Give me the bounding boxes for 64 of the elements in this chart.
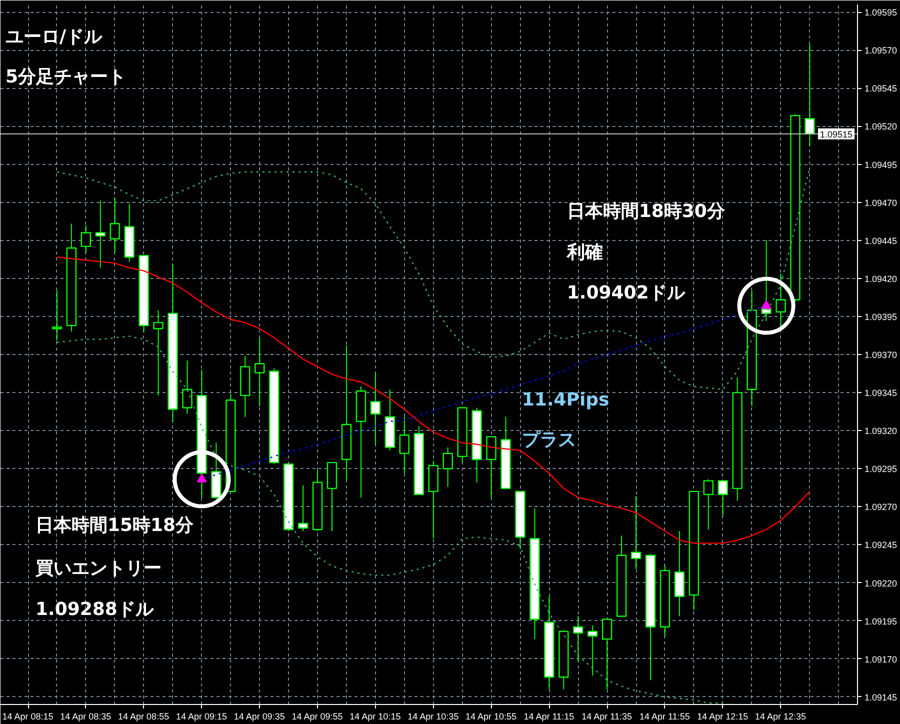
ref-line-label: 1.09515 — [820, 129, 853, 140]
y-tick-label: 1.09595 — [864, 8, 898, 18]
x-tick-label: 14 Apr 09:35 — [234, 712, 285, 722]
x-tick-label: 14 Apr 11:35 — [582, 712, 632, 722]
candlestick — [486, 436, 496, 498]
annotation: 日本時間15時18分 — [35, 515, 195, 536]
x-tick-label: 14 Apr 09:55 — [292, 712, 343, 722]
x-tick-label: 14 Apr 08:15 — [2, 712, 54, 722]
candlestick — [630, 496, 642, 570]
candlestick — [370, 372, 381, 445]
y-tick-label: 1.09495 — [864, 160, 898, 170]
candlestick — [52, 290, 62, 342]
candlestick — [182, 360, 192, 414]
y-tick-label: 1.09170 — [864, 654, 898, 664]
annotation: 11.4Pips — [522, 389, 610, 410]
x-tick-label: 14 Apr 08:55 — [118, 712, 170, 722]
x-tick-label: 14 Apr 10:15 — [350, 712, 401, 722]
annotation: 買いエントリー — [34, 558, 162, 579]
candlestick — [153, 310, 164, 396]
candlestick — [776, 273, 786, 332]
text: 5分足チャート — [5, 66, 126, 88]
candlestick — [110, 197, 120, 254]
x-tick-label: 14 Apr 11:55 — [640, 712, 690, 722]
candlestick — [442, 446, 453, 488]
candlestick — [587, 624, 598, 676]
candlestick — [602, 618, 612, 690]
annotation: 日本時間18時30分 — [566, 200, 726, 222]
annotation: プラス — [522, 429, 576, 450]
y-tick-label: 1.09195 — [864, 616, 898, 626]
annotation: 利確 — [566, 242, 603, 263]
annotation: 1.09288ドル — [35, 598, 154, 620]
x-tick-label: 14 Apr 08:35 — [60, 712, 112, 722]
y-tick-label: 1.09520 — [864, 122, 898, 132]
candlestick — [254, 337, 265, 407]
candlestick — [298, 484, 308, 532]
candlestick — [399, 416, 410, 474]
y-tick-label: 1.09470 — [864, 198, 898, 208]
candlestick — [95, 200, 106, 268]
candlestick — [703, 478, 714, 530]
y-tick-label: 1.09420 — [864, 274, 898, 284]
x-tick-label: 14 Apr 09:15 — [176, 712, 227, 722]
y-tick-label: 1.09320 — [864, 426, 898, 436]
y-tick-label: 1.09370 — [864, 350, 898, 360]
y-tick-label: 1.09270 — [864, 502, 898, 512]
y-tick-label: 1.09145 — [864, 692, 898, 702]
x-tick-label: 14 Apr 10:35 — [408, 712, 459, 722]
y-tick-label: 1.09295 — [864, 464, 898, 474]
x-tick-label: 14 Apr 12:35 — [755, 712, 806, 722]
x-tick-label: 14 Apr 12:15 — [697, 712, 748, 722]
x-tick-label: 14 Apr 10:55 — [465, 712, 517, 722]
y-tick-label: 1.09395 — [864, 312, 898, 322]
candlestick — [573, 616, 584, 662]
y-tick-label: 1.09445 — [864, 236, 898, 246]
y-tick-label: 1.09570 — [864, 46, 898, 56]
x-tick-label: 14 Apr 11:15 — [524, 712, 574, 722]
y-tick-label: 1.09245 — [864, 540, 898, 550]
y-tick-label: 1.09545 — [864, 84, 898, 94]
candlestick — [804, 44, 815, 147]
candlestick — [80, 224, 91, 254]
annotation: 1.09402ドル — [566, 282, 686, 304]
y-tick-label: 1.09220 — [864, 578, 898, 588]
text: ユーロ/ドル — [5, 26, 104, 48]
y-tick-label: 1.09345 — [864, 388, 898, 398]
candlestick — [718, 480, 728, 516]
